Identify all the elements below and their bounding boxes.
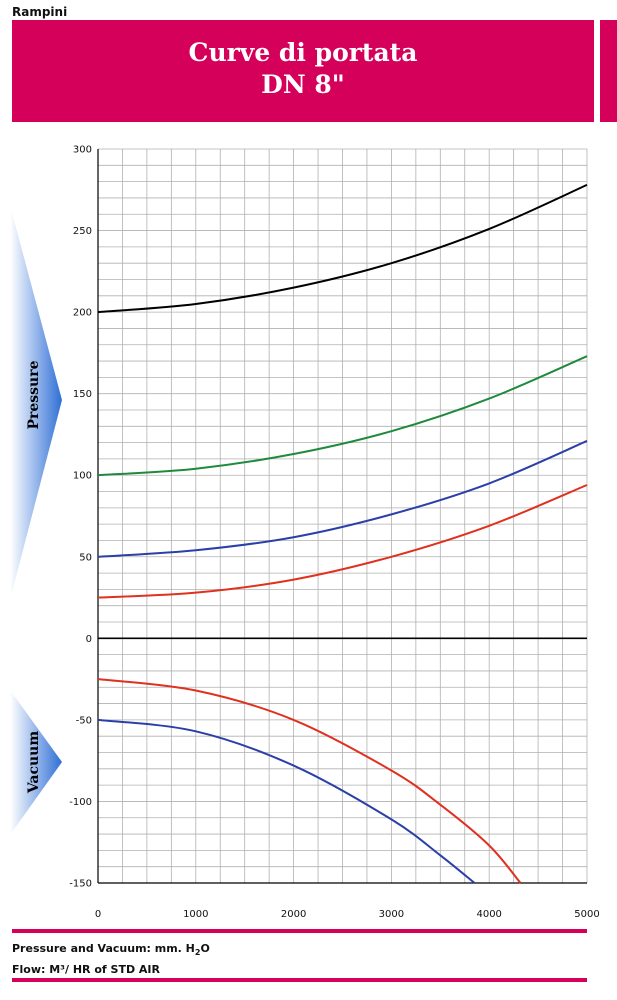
curve-series [97,183,588,884]
x-tick-label: 1000 [183,909,208,920]
footer-rule-bottom [12,978,587,982]
y-tick-label: -100 [69,797,92,808]
vacuum-label: Vacuum [26,731,42,795]
pressure-label: Pressure [26,360,42,429]
x-tick-label: 0 [95,909,101,920]
series-line-3 [97,440,588,558]
units-note: Pressure and Vacuum: mm. H2O Flow: M³/ H… [12,940,210,978]
x-tick-label: 4000 [476,909,501,920]
series-line-6 [97,718,476,884]
brand-name: Rampini [12,5,68,19]
chart-title-line2: DN 8" [261,70,345,99]
pressure-vacuum-units: Pressure and Vacuum: mm. H2O [12,942,210,958]
y-tick-label: 50 [79,552,92,563]
y-tick-label: -50 [76,715,92,726]
title-banner [12,20,594,122]
series-line-2 [97,355,588,477]
y-axis-tick-labels: -150 -100 -50 0 50 100 150 200 250 300 [69,145,92,890]
series-line-4 [97,484,588,599]
x-tick-label: 5000 [574,909,599,920]
x-tick-label: 2000 [281,909,306,920]
y-tick-label: 150 [73,389,92,400]
flow-curves-chart: Pressure Vacuum -150 -100 -50 0 50 100 150 200 2… [10,145,600,920]
y-tick-label: -150 [69,879,92,890]
footer-rule-top [12,929,587,933]
vacuum-arrow-shape [10,690,62,835]
grid-lines [97,148,588,884]
y-tick-label: 100 [73,471,92,482]
y-tick-label: 300 [73,145,92,156]
flow-units: Flow: M³/ HR of STD AIR [12,963,160,977]
x-tick-label: 3000 [379,909,404,920]
y-tick-label: 250 [73,226,92,237]
chart-title-line1: Curve di portata [188,38,418,67]
axes [97,149,587,884]
series-line-1 [97,183,588,314]
y-tick-label: 200 [73,308,92,319]
x-axis-tick-labels: 0 1000 2000 3000 4000 5000 [95,909,600,920]
y-tick-label: 0 [86,634,92,645]
banner-side-bar [600,20,617,122]
series-line-5 [97,678,522,884]
pressure-arrow-shape [10,205,62,600]
